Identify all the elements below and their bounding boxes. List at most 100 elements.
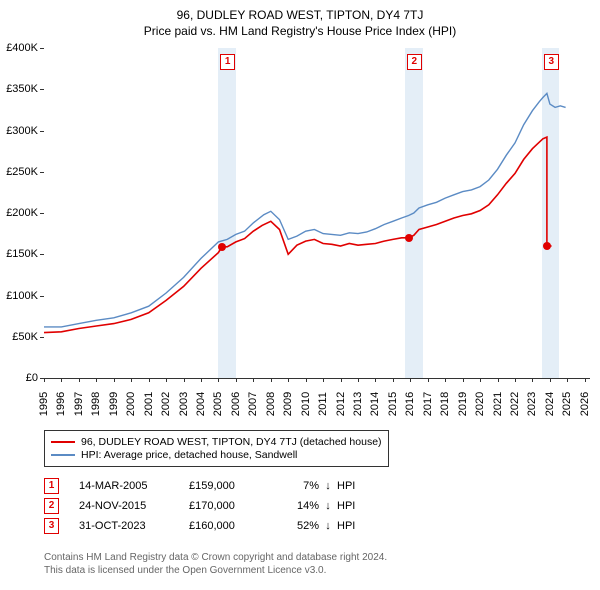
xtick (410, 378, 411, 382)
xtick (236, 378, 237, 382)
hpi-line (44, 93, 566, 327)
tx-date: 14-MAR-2005 (79, 480, 189, 492)
tx-row-marker: 1 (44, 478, 59, 494)
xtick (288, 378, 289, 382)
legend-label: 96, DUDLEY ROAD WEST, TIPTON, DY4 7TJ (d… (81, 436, 382, 448)
legend-item: 96, DUDLEY ROAD WEST, TIPTON, DY4 7TJ (d… (51, 436, 382, 448)
xtick-label: 2000 (125, 389, 137, 419)
xtick (393, 378, 394, 382)
tx-row: 224-NOV-2015£170,00014%↓HPI (44, 498, 355, 514)
xtick-label: 2016 (404, 389, 416, 419)
tx-date: 24-NOV-2015 (79, 500, 189, 512)
ytick-label: £200K (0, 207, 38, 219)
xtick-label: 2024 (544, 389, 556, 419)
tx-delta: 14% (279, 500, 319, 512)
xtick (585, 378, 586, 382)
footer-text: Contains HM Land Registry data © Crown c… (44, 552, 387, 577)
tx-price: £170,000 (189, 500, 279, 512)
tx-delta: 7% (279, 480, 319, 492)
ytick-label: £300K (0, 125, 38, 137)
xtick-label: 2009 (282, 389, 294, 419)
footer-line2: This data is licensed under the Open Gov… (44, 565, 387, 578)
tx-marker-box: 3 (544, 54, 559, 70)
xtick (218, 378, 219, 382)
ytick (40, 337, 44, 338)
xtick (567, 378, 568, 382)
tx-dot (218, 243, 226, 251)
xtick-label: 2017 (422, 389, 434, 419)
xtick-label: 2014 (369, 389, 381, 419)
ytick (40, 296, 44, 297)
tx-date: 31-OCT-2023 (79, 520, 189, 532)
xtick-label: 2003 (178, 389, 190, 419)
chart-title-line2: Price paid vs. HM Land Registry's House … (0, 22, 600, 38)
xtick (323, 378, 324, 382)
ytick-label: £100K (0, 290, 38, 302)
ytick-label: £400K (0, 42, 38, 54)
ytick (40, 213, 44, 214)
tx-row: 331-OCT-2023£160,00052%↓HPI (44, 518, 355, 534)
xtick (184, 378, 185, 382)
xtick (96, 378, 97, 382)
ytick (40, 254, 44, 255)
tx-dot (543, 242, 551, 250)
xtick-label: 1998 (90, 389, 102, 419)
down-arrow-icon: ↓ (319, 520, 337, 532)
transactions-table: 114-MAR-2005£159,0007%↓HPI224-NOV-2015£1… (44, 474, 355, 538)
xtick-label: 2005 (212, 389, 224, 419)
xtick-label: 2023 (526, 389, 538, 419)
legend-item: HPI: Average price, detached house, Sand… (51, 449, 382, 461)
ytick-label: £250K (0, 166, 38, 178)
ytick (40, 48, 44, 49)
tx-hpi-label: HPI (337, 480, 355, 492)
xtick-label: 2010 (300, 389, 312, 419)
legend-swatch (51, 454, 75, 456)
xtick (114, 378, 115, 382)
tx-dot (405, 234, 413, 242)
xtick (445, 378, 446, 382)
chart-title-line1: 96, DUDLEY ROAD WEST, TIPTON, DY4 7TJ (0, 0, 600, 22)
xtick-label: 2012 (335, 389, 347, 419)
xtick (149, 378, 150, 382)
xtick (61, 378, 62, 382)
xtick-label: 1997 (73, 389, 85, 419)
xtick-label: 2020 (474, 389, 486, 419)
footer-line1: Contains HM Land Registry data © Crown c… (44, 552, 387, 565)
xtick (515, 378, 516, 382)
xtick-label: 2019 (457, 389, 469, 419)
xtick-label: 2022 (509, 389, 521, 419)
legend-swatch (51, 441, 75, 443)
xtick-label: 2008 (265, 389, 277, 419)
ytick (40, 89, 44, 90)
xtick-label: 2002 (160, 389, 172, 419)
tx-marker-box: 1 (220, 54, 235, 70)
ytick-label: £50K (0, 331, 38, 343)
xtick (44, 378, 45, 382)
ytick (40, 131, 44, 132)
xtick-label: 2001 (143, 389, 155, 419)
xtick (463, 378, 464, 382)
xtick (480, 378, 481, 382)
tx-marker-box: 2 (407, 54, 422, 70)
ytick-label: £0 (0, 372, 38, 384)
xtick (131, 378, 132, 382)
ytick-label: £150K (0, 248, 38, 260)
xtick (375, 378, 376, 382)
xtick (271, 378, 272, 382)
xtick (550, 378, 551, 382)
xtick-label: 2025 (561, 389, 573, 419)
xtick-label: 2018 (439, 389, 451, 419)
legend: 96, DUDLEY ROAD WEST, TIPTON, DY4 7TJ (d… (44, 430, 389, 467)
xtick (201, 378, 202, 382)
xtick-label: 1996 (55, 389, 67, 419)
xtick-label: 1999 (108, 389, 120, 419)
tx-hpi-label: HPI (337, 520, 355, 532)
ytick-label: £350K (0, 83, 38, 95)
xtick (498, 378, 499, 382)
xtick-label: 1995 (38, 389, 50, 419)
xtick (358, 378, 359, 382)
plot-area (44, 48, 590, 379)
xtick (253, 378, 254, 382)
tx-delta: 52% (279, 520, 319, 532)
xtick (306, 378, 307, 382)
